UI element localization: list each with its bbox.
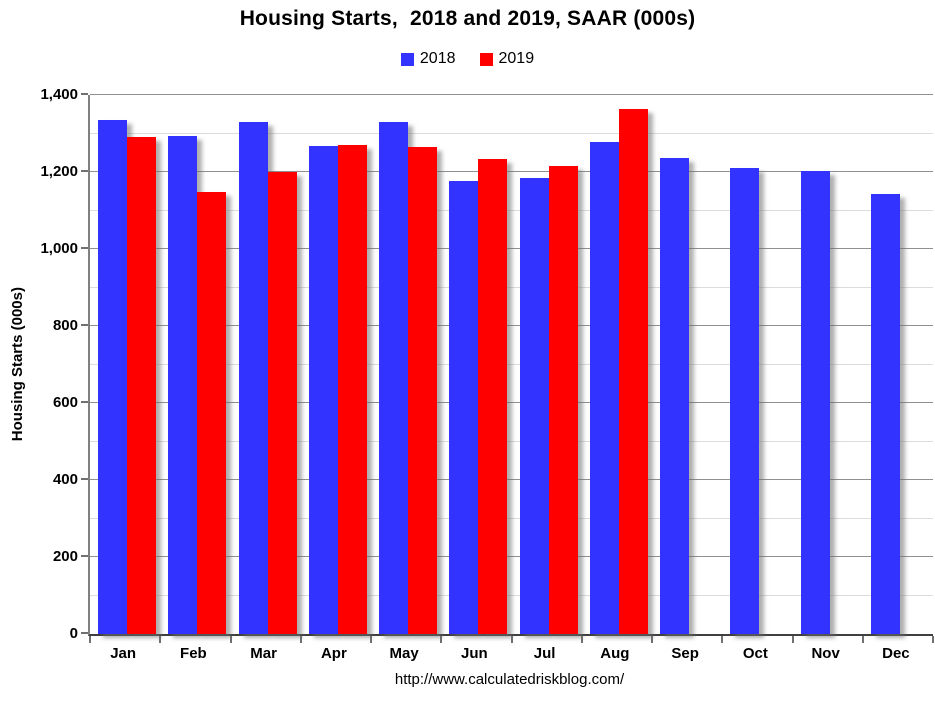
bar-2018-aug xyxy=(589,141,619,634)
gridline-1400 xyxy=(90,94,933,95)
x-tick-mark-1 xyxy=(159,636,162,643)
bar-group-oct xyxy=(722,95,792,634)
bar-group-aug xyxy=(582,95,652,634)
x-label-oct: Oct xyxy=(742,645,768,662)
x-label-dec: Dec xyxy=(882,645,910,662)
x-label-apr: Apr xyxy=(320,645,347,662)
y-tick-label-1200: 1,200 xyxy=(40,163,78,180)
x-label-feb: Feb xyxy=(180,645,207,662)
gridline-400 xyxy=(90,479,933,480)
gridline-800 xyxy=(90,325,933,326)
x-label-jul: Jul xyxy=(533,645,556,662)
gridline-700 xyxy=(90,363,933,365)
legend-label-2019: 2019 xyxy=(498,50,535,67)
bar-group-apr xyxy=(301,95,371,634)
bar-2019-jan xyxy=(127,136,156,634)
y-tick-label-600: 600 xyxy=(52,394,78,411)
x-tick-mark-2 xyxy=(229,636,232,643)
legend-swatch-2019-icon xyxy=(479,52,493,66)
gridline-600 xyxy=(90,402,933,403)
bar-group-mar xyxy=(231,95,301,634)
y-tick-mark-400 xyxy=(81,478,88,480)
bar-2019-jun xyxy=(478,159,508,634)
y-tick-mark-200 xyxy=(81,555,88,557)
y-tick-label-1400: 1,400 xyxy=(40,86,78,103)
gridline-1300 xyxy=(90,132,933,134)
x-label-may: May xyxy=(389,645,419,662)
x-label-aug: Aug xyxy=(600,645,630,662)
y-tick-mark-1400 xyxy=(81,93,88,95)
gridline-100 xyxy=(90,594,933,596)
legend-entry-2018: 2018 xyxy=(400,50,456,68)
bar-2018-mar xyxy=(238,121,268,634)
x-tick-mark-8 xyxy=(651,636,653,643)
gridline-300 xyxy=(90,517,933,519)
legend-label-2018: 2018 xyxy=(419,50,456,67)
bar-2019-mar xyxy=(267,172,297,634)
chart-legend: 2018 2019 xyxy=(0,50,935,68)
bar-2019-aug xyxy=(618,108,648,634)
y-tick-label-0: 0 xyxy=(69,625,78,642)
bar-2019-feb xyxy=(197,191,227,634)
x-tick-mark-7 xyxy=(580,636,583,643)
bar-2019-jul xyxy=(548,166,578,634)
plot-area xyxy=(81,93,934,643)
bar-group-nov xyxy=(793,95,863,634)
gridline-1100 xyxy=(90,209,933,211)
bar-group-jul xyxy=(512,95,582,634)
bar-group-sep xyxy=(652,95,722,634)
gridline-900 xyxy=(90,286,933,288)
bar-group-may xyxy=(371,95,441,634)
y-tick-mark-1000 xyxy=(81,247,88,249)
legend-entry-2019: 2019 xyxy=(479,50,535,68)
x-tick-mark-12 xyxy=(932,636,934,643)
bar-2018-may xyxy=(379,121,408,634)
x-label-jan: Jan xyxy=(110,645,137,662)
x-label-nov: Nov xyxy=(811,645,840,662)
x-tick-mark-9 xyxy=(721,636,724,643)
bar-2018-nov xyxy=(800,171,830,634)
bar-2019-may xyxy=(408,147,437,634)
bar-group-feb xyxy=(160,95,230,634)
y-tick-mark-800 xyxy=(81,324,88,326)
gridline-200 xyxy=(90,556,933,557)
gridline-1000 xyxy=(90,248,933,249)
x-label-sep: Sep xyxy=(671,645,699,662)
x-tick-mark-0 xyxy=(89,636,91,643)
gridline-500 xyxy=(90,440,933,442)
x-tick-mark-11 xyxy=(861,636,864,643)
bar-group-dec xyxy=(863,95,933,634)
bar-2018-jan xyxy=(98,120,127,634)
footer-url: http://www.calculatedriskblog.com/ xyxy=(394,671,625,688)
x-label-mar: Mar xyxy=(250,645,277,662)
gridline-1200 xyxy=(90,171,933,172)
y-tick-mark-0 xyxy=(81,632,88,634)
y-tick-label-400: 400 xyxy=(52,471,78,488)
y-tick-label-800: 800 xyxy=(52,317,78,334)
bar-2019-apr xyxy=(337,145,367,634)
bar-group-jun xyxy=(441,95,511,634)
y-axis-tick-labels: 0 200 400 600 800 1,000 1,200 1,400 xyxy=(0,86,78,642)
x-axis-labels: Jan Feb Mar Apr May Jun Jul Aug Sep Oct Nov Dec xyxy=(88,645,931,662)
legend-swatch-2018-icon xyxy=(400,52,414,66)
bar-2018-jun xyxy=(449,180,479,634)
x-label-jun: Jun xyxy=(461,645,488,662)
bar-2018-sep xyxy=(660,157,689,634)
x-tick-mark-3 xyxy=(299,636,302,643)
bar-2018-apr xyxy=(308,146,338,634)
bar-2018-feb xyxy=(168,135,198,634)
chart-title: Housing Starts, 2018 and 2019, SAAR (000… xyxy=(239,7,696,30)
x-tick-mark-5 xyxy=(440,636,443,643)
bar-2018-oct xyxy=(730,167,760,634)
y-tick-mark-1200 xyxy=(81,170,88,172)
bar-group-jan xyxy=(90,95,160,634)
bar-2018-jul xyxy=(519,178,549,634)
x-tick-mark-6 xyxy=(510,636,513,643)
y-tick-label-1000: 1,000 xyxy=(40,240,78,257)
x-tick-mark-10 xyxy=(791,636,794,643)
y-tick-label-200: 200 xyxy=(52,548,78,565)
bar-2018-dec xyxy=(870,194,900,634)
y-tick-mark-600 xyxy=(81,401,88,403)
x-tick-mark-4 xyxy=(370,636,372,643)
